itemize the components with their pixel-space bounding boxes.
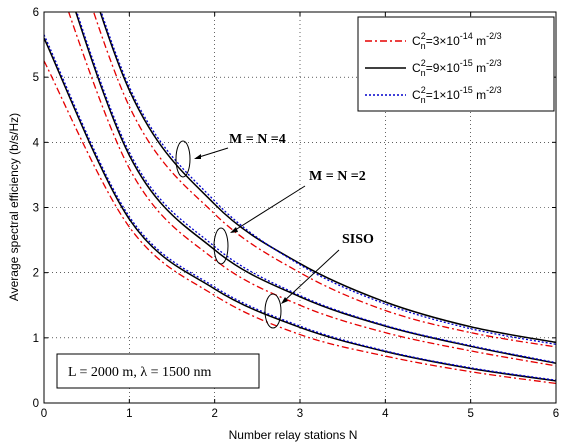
legend-label: Cn2=1×10-15 m-2/3 (412, 85, 502, 105)
svg-text:M = N =4: M = N =4 (229, 132, 286, 147)
x-tick-label: 3 (297, 408, 303, 420)
annotation-mimo4: M = N =4 (175, 132, 286, 178)
legend-label: Cn2=9×10-15 m-2/3 (412, 58, 502, 78)
legend-label: Cn2=3×10-14 m-2/3 (412, 31, 502, 51)
x-axis-label: Number relay stations N (229, 428, 358, 442)
y-tick-label: 2 (33, 268, 39, 280)
series-line (44, 60, 556, 385)
x-tick-label: 5 (467, 408, 473, 420)
x-tick-label: 2 (211, 408, 217, 420)
svg-text:L = 2000 m, λ = 1500 nm: L = 2000 m, λ = 1500 nm (68, 365, 212, 380)
svg-text:SISO: SISO (342, 232, 374, 247)
series-line (92, 12, 556, 348)
y-tick-label: 0 (33, 398, 39, 410)
y-axis-label: Average spectral efficiency (b/s/Hz) (7, 113, 21, 301)
series-line (44, 37, 556, 382)
series-line (44, 34, 556, 381)
y-tick-label: 3 (33, 203, 39, 215)
grid-lines (44, 12, 556, 403)
y-tick-label: 4 (33, 137, 40, 149)
x-tick-label: 4 (382, 408, 389, 420)
y-tick-label: 1 (33, 333, 39, 345)
y-tick-label: 6 (33, 7, 39, 19)
legend: Cn2=3×10-14 m-2/3 Cn2=9×10-15 m-2/3 Cn2=1×… (357, 16, 555, 112)
svg-text:M = N =2: M = N =2 (309, 169, 366, 184)
y-tick-label: 5 (33, 72, 39, 84)
x-tick-label: 0 (41, 408, 47, 420)
x-tick-label: 1 (126, 408, 132, 420)
axis-ticks: 0 1 2 3 4 5 6 0 1 2 3 4 5 6 (33, 7, 560, 420)
annotation-siso: SISO (264, 232, 374, 329)
x-tick-label: 6 (553, 408, 559, 420)
parameter-info-box: L = 2000 m, λ = 1500 nm (56, 353, 260, 389)
series-line (100, 12, 556, 345)
series-line (76, 12, 556, 364)
annotation-mimo2: M = N =2 (213, 169, 366, 265)
series-line (99, 12, 556, 344)
